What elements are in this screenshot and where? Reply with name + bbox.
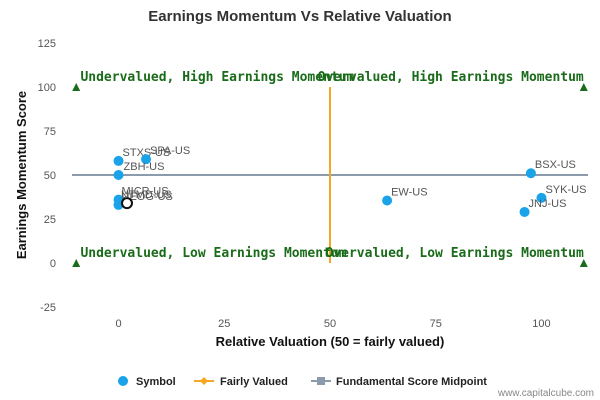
data-point-label: SYK-US xyxy=(545,184,586,196)
quadrant-label-top-left: Undervalued, High Earnings Momentum xyxy=(80,70,354,85)
x-axis-title: Relative Valuation (50 = fairly valued) xyxy=(216,334,445,349)
data-point[interactable] xyxy=(113,155,124,166)
data-point-label: SPA-US xyxy=(150,145,190,157)
quadrant-label-top-right: Overvalued, High Earnings Momentum xyxy=(318,70,584,85)
data-point-label: EW-US xyxy=(391,187,427,199)
data-point-highlighted[interactable] xyxy=(120,197,133,210)
data-point[interactable] xyxy=(141,154,152,165)
legend-label-symbol: Symbol xyxy=(136,376,176,388)
legend-item-symbol[interactable]: Symbol xyxy=(118,376,176,388)
y-tick-label: 0 xyxy=(50,258,56,270)
y-tick-label: 125 xyxy=(38,38,56,50)
y-tick-label: -25 xyxy=(40,302,56,314)
data-point-label: NEOG-US xyxy=(122,191,173,203)
quadrant-label-bottom-left: Undervalued, Low Earnings Momentum xyxy=(80,246,346,261)
x-tick-label: 25 xyxy=(218,318,230,330)
data-point[interactable] xyxy=(113,199,124,210)
quadrant-label-bottom-right: Overvalued, Low Earnings Momentum xyxy=(325,246,583,261)
legend: Symbol Fairly Valued Fundamental Score M… xyxy=(118,376,487,388)
corner-marker xyxy=(579,259,588,267)
corner-marker xyxy=(579,83,588,91)
x-tick-label: 100 xyxy=(532,318,550,330)
legend-fairly-valued-marker xyxy=(200,377,208,385)
data-point[interactable] xyxy=(536,192,547,203)
data-point-label: UTMD-US xyxy=(121,189,172,201)
legend-label-fairly-valued: Fairly Valued xyxy=(220,376,288,388)
y-tick-label: 25 xyxy=(44,214,56,226)
x-axis-ticks: 0 25 50 75 100 xyxy=(115,318,550,330)
legend-midpoint-marker xyxy=(317,377,325,385)
legend-symbol-marker xyxy=(118,376,128,386)
y-tick-label: 100 xyxy=(38,82,56,94)
y-tick-label: 50 xyxy=(44,170,56,182)
x-tick-label: 75 xyxy=(430,318,442,330)
data-point-label: ZBH-US xyxy=(124,161,165,173)
corner-marker xyxy=(72,83,81,91)
data-point[interactable] xyxy=(382,195,393,206)
legend-label-fundamental-score-midpoint: Fundamental Score Midpoint xyxy=(336,376,487,388)
data-point[interactable] xyxy=(525,168,536,179)
y-axis-title: Earnings Momentum Score xyxy=(14,91,29,259)
legend-item-fundamental-score-midpoint[interactable]: Fundamental Score Midpoint xyxy=(311,376,487,388)
data-point-label: BSX-US xyxy=(535,159,576,171)
y-tick-label: 75 xyxy=(44,126,56,138)
x-tick-label: 50 xyxy=(324,318,336,330)
credit-link[interactable]: www.capitalcube.com xyxy=(497,388,594,399)
corner-marker xyxy=(72,259,81,267)
data-point-label: STXS-US xyxy=(123,147,171,159)
x-tick-label: 0 xyxy=(115,318,121,330)
data-point[interactable] xyxy=(519,206,530,217)
data-point[interactable] xyxy=(113,170,124,180)
y-axis-ticks: -25 0 25 50 75 100 125 xyxy=(38,38,56,314)
chart-title: Earnings Momentum Vs Relative Valuation xyxy=(148,8,451,25)
legend-item-fairly-valued[interactable]: Fairly Valued xyxy=(194,376,288,388)
data-point-label: JNJ-US xyxy=(529,198,567,210)
quadrant-corner-markers xyxy=(72,83,588,267)
data-point-label: MICR-US xyxy=(122,186,169,198)
